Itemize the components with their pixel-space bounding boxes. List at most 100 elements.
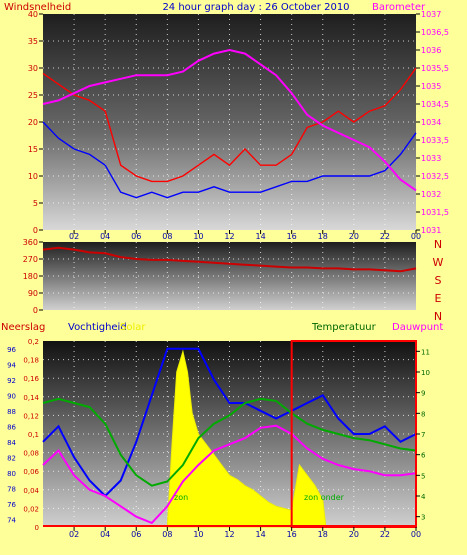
y-tick-label: 5: [33, 199, 38, 208]
y-tick-label: 1035,5: [421, 64, 449, 73]
y-tick-label: 7: [421, 431, 425, 439]
y-tick-label: 0: [35, 524, 39, 532]
x-tick-label: 06: [131, 232, 141, 241]
y-tick-label: 1035: [421, 82, 441, 91]
y-tick-label: 1032: [421, 190, 441, 199]
y-tick-label: 80: [7, 470, 16, 478]
y-tick-label: 0,14: [23, 394, 39, 402]
x-tick-label: 18: [318, 232, 328, 241]
y-tick-label: 0,16: [23, 375, 39, 383]
series-line: [42, 48, 417, 192]
series-line: [42, 246, 417, 273]
series-line: [42, 121, 417, 199]
zon-onder-label: zon onder: [304, 493, 345, 502]
y-tick-label: 30: [28, 64, 38, 73]
y-tick-label: 1036: [421, 46, 441, 55]
y-tick-label: 40: [28, 10, 38, 19]
compass-label: S: [435, 274, 442, 287]
y-tick-label: 0,2: [28, 338, 39, 346]
series-lines: [42, 48, 417, 199]
y-tick-label: 78: [7, 485, 16, 493]
y-tick-label: 74: [7, 516, 16, 524]
y-tick-label: 1033: [421, 154, 441, 163]
x-tick-label: 20: [349, 232, 359, 241]
vochtigheid-label: Vochtigheid: [68, 322, 127, 333]
y-tick-label: 0,02: [23, 505, 39, 513]
series-line: [42, 424, 417, 525]
x-tick-label: 00: [411, 530, 421, 539]
x-tick-label: 16: [287, 232, 297, 241]
x-ticks: 02 04 06 08 10 12 14 16 18 20 22 00: [69, 230, 421, 241]
x-tick-label: 00: [411, 232, 421, 241]
y-right-ticks: 3 4 5 6 7 8 9 10 11: [416, 348, 430, 522]
right-axis-label: Barometer: [372, 2, 426, 13]
y-tick-label: 9: [421, 390, 425, 398]
y-tick-label: 1033,5: [421, 136, 449, 145]
x-tick-label: 20: [349, 530, 359, 539]
y-tick-label: 0,18: [23, 357, 39, 365]
y-tick-label: 270: [23, 255, 38, 264]
x-tick-label: 04: [100, 530, 110, 539]
y-tick-label: 1037: [421, 10, 441, 19]
y-tick-label: 1036,5: [421, 28, 449, 37]
temperatuur-label: Temperatuur: [311, 322, 377, 333]
y-tick-label: 11: [421, 348, 430, 356]
weather-chart: Neerslag Vochtigheid Solar Temperatuur D…: [1, 322, 443, 539]
y-tick-label: 0: [33, 306, 38, 315]
y-right-ticks: 1031 1031,5 1032 1032,5 1033 1033,5 1034 1034,5…: [416, 10, 449, 235]
x-tick-label: 06: [131, 530, 141, 539]
y-tick-label: 180: [23, 272, 38, 281]
compass-label: N: [434, 238, 442, 251]
wind-baro-chart: 24 hour graph day : 26 October 2010 Wind…: [4, 2, 449, 241]
y-tick-label: 6: [421, 452, 426, 460]
y-tick-label: 92: [7, 377, 16, 385]
y-tick-label: 76: [7, 501, 16, 509]
x-tick-label: 02: [69, 232, 79, 241]
y-humidity-ticks: 74 76 78 80 82 84 86 88 90 92 94 96: [7, 346, 16, 525]
y-tick-label: 1032,5: [421, 172, 449, 181]
x-tick-label: 12: [224, 530, 234, 539]
x-tick-label: 22: [380, 530, 390, 539]
y-tick-label: 86: [7, 423, 16, 431]
x-tick-label: 18: [318, 530, 328, 539]
x-tick-label: 16: [287, 530, 297, 539]
left-axis-label: Windsnelheid: [4, 2, 71, 13]
compass-label: W: [433, 256, 444, 269]
x-tick-label: 14: [255, 232, 265, 241]
y-tick-label: 90: [7, 392, 16, 400]
y-tick-label: 0,12: [23, 412, 39, 420]
y-tick-label: 1034: [421, 118, 441, 127]
x-tick-label: 10: [193, 232, 203, 241]
x-tick-label: 02: [69, 530, 79, 539]
y-tick-label: 4: [421, 493, 426, 501]
y-tick-label: 94: [7, 361, 16, 369]
zon-label: zon: [174, 493, 188, 502]
y-tick-label: 8: [421, 410, 425, 418]
solar-area: [166, 349, 327, 528]
solar-label: Solar: [120, 322, 146, 333]
y-tick-label: 1034,5: [421, 100, 449, 109]
series-lines: [42, 246, 417, 273]
y-tick-label: 88: [7, 408, 16, 416]
neerslag-label: Neerslag: [1, 322, 45, 333]
y-tick-label: 360: [23, 238, 38, 247]
y-tick-label: 1031: [421, 226, 441, 235]
dauwpunt-label: Dauwpunt: [392, 322, 443, 333]
grid: [43, 242, 416, 310]
x-tick-label: 04: [100, 232, 110, 241]
y-tick-label: 84: [7, 439, 16, 447]
x-ticks: 02 04 06 08 10 12 14 16 18 20 22 00: [69, 527, 421, 539]
y-tick-label: 1031,5: [421, 208, 449, 217]
y-tick-label: 0,06: [23, 468, 39, 476]
y-tick-label: 0,04: [23, 487, 39, 495]
y-tick-label: 0,08: [23, 450, 39, 458]
y-left-ticks: 0 90 180 270 360: [23, 238, 43, 315]
y-tick-label: 5: [421, 472, 425, 480]
y-tick-label: 3: [421, 514, 425, 522]
y-tick-label: 20: [28, 118, 38, 127]
series-line: [42, 397, 417, 487]
y-tick-label: 15: [28, 145, 38, 154]
